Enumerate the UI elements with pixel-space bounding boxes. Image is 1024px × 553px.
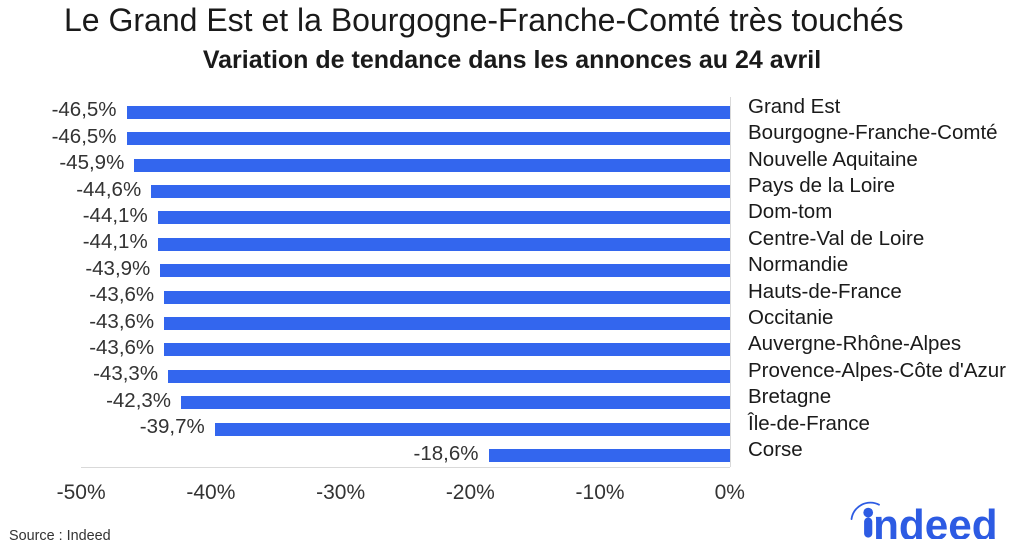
svg-text:ndeed: ndeed: [873, 501, 996, 539]
